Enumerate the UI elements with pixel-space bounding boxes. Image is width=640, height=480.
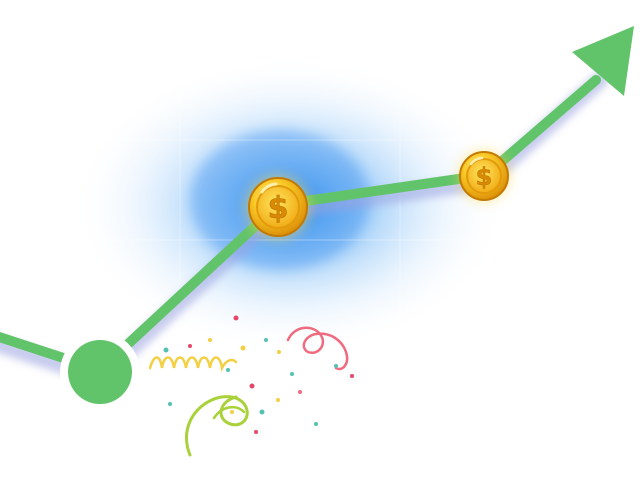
confetti-streamer bbox=[185, 395, 249, 457]
start-node bbox=[68, 340, 132, 404]
dollar-coin-icon: $ bbox=[458, 150, 510, 202]
coin-symbol: $ bbox=[476, 163, 493, 191]
coin-symbol: $ bbox=[268, 191, 289, 226]
confetti-streamer bbox=[286, 326, 349, 371]
confetti-streamer bbox=[212, 405, 246, 420]
confetti-dots bbox=[163, 315, 354, 434]
confetti-streamer bbox=[148, 356, 238, 373]
dollar-coin-icon: $ bbox=[246, 175, 310, 239]
arrow-head-icon bbox=[572, 26, 634, 96]
